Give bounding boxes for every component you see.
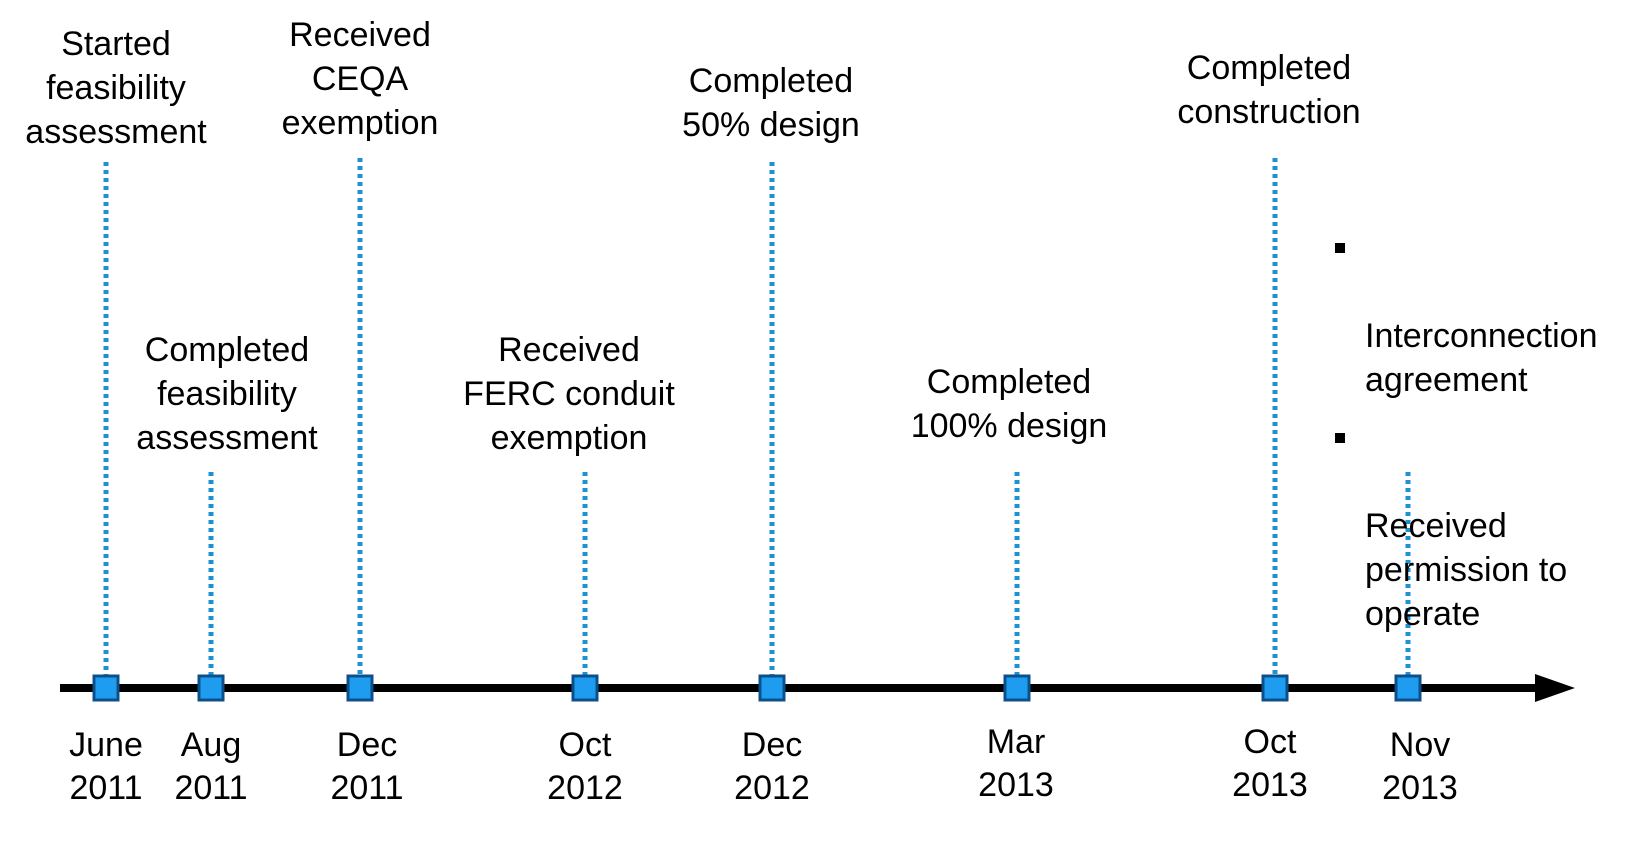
milestone-label-dec-2012: Completed 50% design <box>682 62 860 144</box>
square-bullet-icon <box>1335 243 1345 253</box>
date-label-oct-2013: Oct 2013 <box>1232 723 1308 804</box>
milestone-marker-oct-2012 <box>571 674 599 702</box>
list-item: Received permission to operate <box>1335 416 1635 636</box>
milestone-label-dec-2011: Received CEQA exemption <box>281 16 439 142</box>
milestone-marker-dec-2012 <box>758 674 786 702</box>
milestone-label-mar-2013: Completed 100% design <box>910 363 1108 445</box>
list-item: Interconnection agreement <box>1335 226 1635 402</box>
milestone-marker-nov-2013 <box>1394 674 1422 702</box>
milestone-label-oct-2012: Received FERC conduit exemption <box>463 331 675 457</box>
milestone-marker-june-2011 <box>92 674 120 702</box>
date-label-dec-2011: Dec 2011 <box>330 726 404 807</box>
date-label-aug-2011: Aug 2011 <box>174 726 248 807</box>
milestone-label-june-2011: Started feasibility assessment <box>25 25 207 151</box>
date-label-nov-2013: Nov 2013 <box>1382 726 1458 807</box>
date-label-june-2011: June 2011 <box>69 726 143 807</box>
date-label-oct-2012: Oct 2012 <box>547 726 623 807</box>
timeline-arrowhead <box>1535 674 1575 702</box>
date-label-mar-2013: Mar 2013 <box>978 723 1054 804</box>
milestone-marker-dec-2011 <box>346 674 374 702</box>
milestone-label-oct-2013: Completed construction <box>1177 49 1361 131</box>
milestone-marker-aug-2011 <box>197 674 225 702</box>
list-item-text: Received permission to operate <box>1365 507 1568 633</box>
milestone-label-aug-2011: Completed feasibility assessment <box>136 331 318 457</box>
milestone-marker-mar-2013 <box>1003 674 1031 702</box>
milestone-marker-oct-2013 <box>1261 674 1289 702</box>
date-label-dec-2012: Dec 2012 <box>734 726 810 807</box>
nov-2013-milestone-list: Interconnection agreement Received permi… <box>1335 226 1635 636</box>
square-bullet-icon <box>1335 433 1345 443</box>
list-item-text: Interconnection agreement <box>1365 317 1598 399</box>
